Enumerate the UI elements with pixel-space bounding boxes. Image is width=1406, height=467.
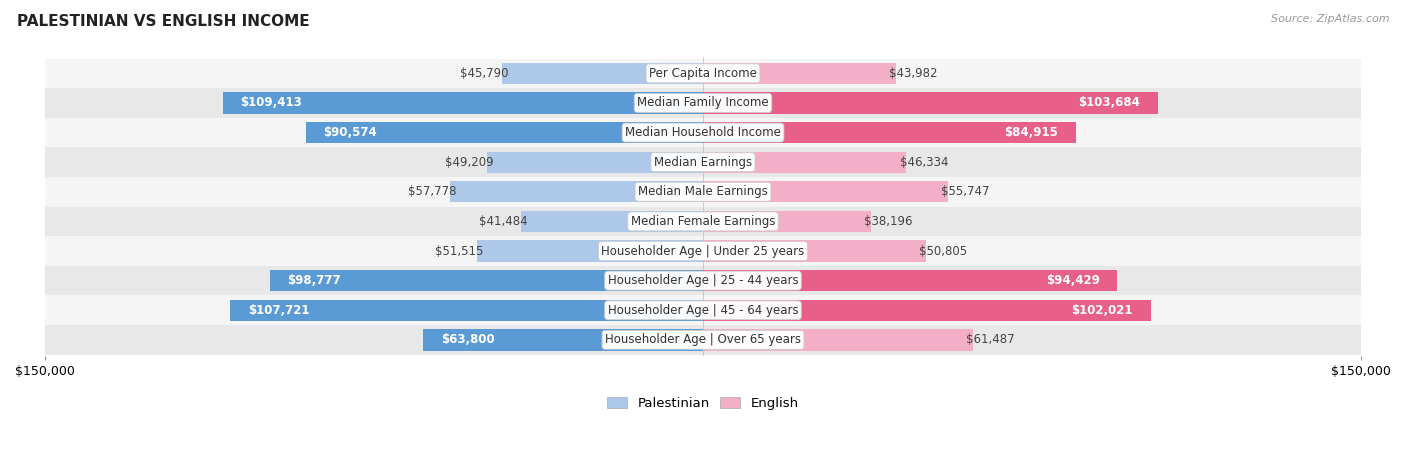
Bar	[703, 63, 896, 84]
Text: Householder Age | Over 65 years: Householder Age | Over 65 years	[605, 333, 801, 347]
Legend: Palestinian, English: Palestinian, English	[602, 391, 804, 415]
Bar	[231, 299, 703, 321]
Bar	[450, 181, 703, 202]
Text: $43,982: $43,982	[890, 67, 938, 80]
Bar	[45, 206, 1361, 236]
Bar	[45, 118, 1361, 148]
Bar	[522, 211, 703, 232]
Text: Median Family Income: Median Family Income	[637, 96, 769, 109]
Bar	[45, 236, 1361, 266]
Bar	[703, 329, 973, 351]
Text: $102,021: $102,021	[1071, 304, 1133, 317]
Bar	[703, 151, 907, 173]
Bar	[45, 148, 1361, 177]
Text: $107,721: $107,721	[247, 304, 309, 317]
Bar	[45, 296, 1361, 325]
Bar	[703, 270, 1118, 291]
Text: $51,515: $51,515	[436, 245, 484, 257]
Text: Median Earnings: Median Earnings	[654, 156, 752, 169]
Bar	[45, 88, 1361, 118]
Text: $94,429: $94,429	[1046, 274, 1099, 287]
Text: Median Male Earnings: Median Male Earnings	[638, 185, 768, 198]
Bar	[305, 122, 703, 143]
Text: $38,196: $38,196	[865, 215, 912, 228]
Text: Median Household Income: Median Household Income	[626, 126, 780, 139]
Text: $46,334: $46,334	[900, 156, 948, 169]
Bar	[423, 329, 703, 351]
Bar	[703, 241, 927, 262]
Text: $90,574: $90,574	[323, 126, 377, 139]
Bar	[502, 63, 703, 84]
Bar	[703, 122, 1076, 143]
Bar	[703, 92, 1159, 113]
Text: $45,790: $45,790	[460, 67, 509, 80]
Text: Per Capita Income: Per Capita Income	[650, 67, 756, 80]
Text: Householder Age | 45 - 64 years: Householder Age | 45 - 64 years	[607, 304, 799, 317]
Bar	[270, 270, 703, 291]
Text: Householder Age | Under 25 years: Householder Age | Under 25 years	[602, 245, 804, 257]
Text: $98,777: $98,777	[287, 274, 340, 287]
Text: $63,800: $63,800	[440, 333, 495, 347]
Bar	[703, 181, 948, 202]
Bar	[45, 177, 1361, 206]
Text: $84,915: $84,915	[1004, 126, 1057, 139]
Text: $50,805: $50,805	[920, 245, 967, 257]
Bar	[45, 58, 1361, 88]
Bar	[703, 211, 870, 232]
Text: $41,484: $41,484	[479, 215, 527, 228]
Text: $57,778: $57,778	[408, 185, 456, 198]
Text: $109,413: $109,413	[240, 96, 302, 109]
Bar	[45, 266, 1361, 296]
Text: $103,684: $103,684	[1078, 96, 1140, 109]
Bar	[45, 325, 1361, 354]
Text: $61,487: $61,487	[966, 333, 1015, 347]
Text: Median Female Earnings: Median Female Earnings	[631, 215, 775, 228]
Text: $49,209: $49,209	[446, 156, 494, 169]
Text: Householder Age | 25 - 44 years: Householder Age | 25 - 44 years	[607, 274, 799, 287]
Bar	[477, 241, 703, 262]
Text: Source: ZipAtlas.com: Source: ZipAtlas.com	[1271, 14, 1389, 24]
Bar	[486, 151, 703, 173]
Text: PALESTINIAN VS ENGLISH INCOME: PALESTINIAN VS ENGLISH INCOME	[17, 14, 309, 29]
Bar	[703, 299, 1150, 321]
Text: $55,747: $55,747	[941, 185, 990, 198]
Bar	[224, 92, 703, 113]
